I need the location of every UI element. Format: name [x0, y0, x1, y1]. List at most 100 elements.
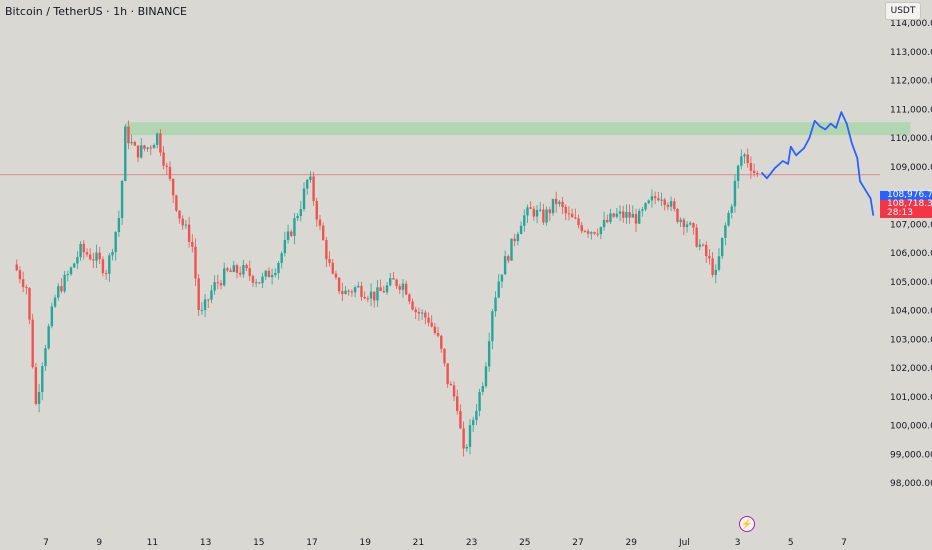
candle-body: [558, 201, 561, 204]
candle-body: [76, 257, 79, 264]
candle-body: [481, 386, 484, 392]
lightning-bolt-icon[interactable]: ⚡: [739, 516, 755, 532]
candle-body: [290, 231, 293, 236]
candle-body: [28, 287, 31, 320]
candle-body: [293, 218, 296, 236]
candle-body: [152, 144, 156, 149]
candle-body: [679, 219, 682, 222]
candle-body: [724, 225, 727, 238]
candle-body: [248, 268, 251, 277]
candle-body: [714, 269, 717, 275]
x-tick-label: 7: [841, 538, 847, 548]
candle-body: [586, 231, 590, 234]
x-tick-label: 17: [306, 538, 317, 548]
candle-body: [350, 291, 354, 293]
candle-body: [692, 223, 695, 228]
candle-body: [542, 209, 545, 223]
candle-body: [452, 385, 456, 397]
last-price-value: 108,718.36: [887, 199, 932, 209]
candle-body: [625, 212, 628, 218]
candle-body: [98, 252, 101, 260]
resistance-zone: [125, 122, 911, 136]
candle-body: [682, 219, 686, 228]
candle-body: [660, 199, 663, 201]
candle-body: [286, 231, 290, 240]
candle-body: [331, 262, 334, 274]
candle-body: [570, 213, 574, 218]
candle-body: [245, 265, 248, 269]
candle-body: [171, 178, 175, 196]
candle-body: [251, 276, 255, 283]
candle-body: [720, 237, 724, 257]
candle-body: [756, 172, 759, 174]
candle-body: [312, 176, 315, 202]
candle-body: [306, 179, 309, 189]
candle-body: [535, 210, 539, 217]
candle-body: [615, 213, 619, 217]
candle-body: [647, 200, 650, 204]
x-tick-label: 5: [788, 538, 794, 548]
candle-body: [18, 270, 22, 280]
candle-body: [484, 366, 488, 387]
candle-body: [82, 243, 85, 253]
candle-body: [309, 176, 312, 180]
candle-body: [187, 224, 191, 242]
candle-body: [443, 348, 446, 364]
candle-body: [430, 322, 433, 327]
candle-body: [411, 301, 414, 310]
candle-body: [577, 218, 580, 226]
candle-body: [267, 270, 271, 278]
candle-body: [727, 212, 730, 226]
candle-body: [532, 208, 536, 217]
candle-body: [337, 277, 341, 292]
candle-body: [414, 309, 417, 313]
candle-body: [500, 274, 504, 282]
candle-body: [299, 209, 303, 216]
y-tick-label: 111,000.00: [890, 105, 932, 115]
candle-body: [717, 256, 721, 270]
candle-body: [440, 335, 443, 349]
candle-body: [529, 207, 532, 209]
candle-body: [539, 209, 542, 211]
candle-body: [136, 145, 140, 158]
candle-body: [465, 446, 469, 449]
candle-body: [315, 201, 318, 220]
currency-button[interactable]: USDT: [885, 2, 921, 20]
candle-body: [599, 227, 603, 234]
candle-body: [551, 198, 555, 214]
x-tick-label: 21: [413, 538, 424, 548]
candle-body: [34, 367, 38, 404]
candle-body: [232, 265, 235, 272]
y-tick-label: 113,000.00: [890, 48, 932, 58]
candle-body: [389, 278, 392, 286]
x-tick-label: 29: [625, 538, 637, 548]
candle-body: [663, 199, 666, 205]
candle-body: [146, 147, 149, 149]
candle-body: [561, 201, 564, 207]
candle-body: [88, 254, 92, 260]
candle-body: [261, 276, 264, 284]
candle-body: [606, 219, 609, 223]
candle-body: [634, 213, 638, 224]
candle-body: [203, 299, 207, 310]
candle-body: [25, 287, 28, 289]
candle-body: [213, 282, 216, 291]
candle-body: [497, 281, 500, 298]
candle-body: [334, 273, 338, 278]
candle-body: [475, 410, 478, 421]
candle-body: [21, 279, 25, 288]
candle-body: [69, 267, 73, 275]
candle-body: [200, 309, 204, 311]
candle-body: [631, 213, 634, 218]
candle-body: [130, 142, 133, 144]
y-tick-label: 101,000.00: [890, 393, 932, 403]
candle-body: [433, 326, 437, 333]
candle-body: [242, 265, 245, 275]
x-tick-label: 19: [359, 538, 371, 548]
candle-body: [117, 217, 121, 232]
candle-body: [701, 244, 705, 246]
candle-body: [507, 256, 510, 261]
candle-body: [95, 252, 98, 261]
